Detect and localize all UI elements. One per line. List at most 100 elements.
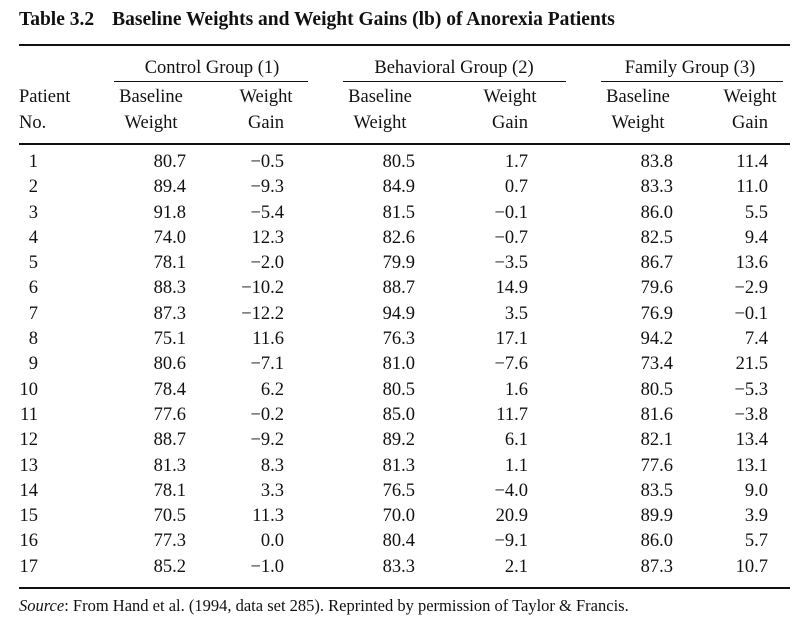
patient-number-cell: 13 — [19, 455, 39, 476]
patient-number-cell: 12 — [19, 430, 39, 451]
patient-number-cell: 3 — [28, 202, 38, 223]
patient-number-cell: 4 — [28, 227, 38, 248]
header-line2: Weight — [611, 113, 665, 133]
behavioral-gain-cell: 0.7 — [504, 177, 528, 198]
behavioral-gain-cell: 3.5 — [504, 303, 528, 324]
family-gain-cell: −0.1 — [734, 303, 768, 324]
group-header-family: Family Group (3) — [624, 58, 756, 78]
behavioral-gain-cell: 20.9 — [495, 506, 528, 527]
behavioral-baseline-header: Baseline Weight — [337, 84, 423, 136]
behavioral-baseline-cell: 82.6 — [382, 227, 415, 248]
family-baseline-cell: 87.3 — [640, 556, 673, 577]
family-gain-cell: 11.4 — [736, 152, 768, 172]
control-gain-cell: 0.0 — [260, 531, 284, 552]
patient-number-cell: 5 — [28, 253, 38, 274]
group-header-behavioral: Behavioral Group (2) — [374, 58, 534, 78]
control-baseline-cell: 80.6 — [153, 354, 186, 375]
behavioral-gain-header: Weight Gain — [472, 84, 548, 136]
control-baseline-cell: 88.3 — [153, 278, 186, 299]
patient-number-header: Patient No. — [19, 84, 70, 136]
behavioral-gain-cell: −3.5 — [494, 253, 528, 274]
patient-number-cell: 8 — [28, 329, 38, 350]
control-gain-cell: −9.3 — [250, 177, 284, 198]
family-gain-cell: −5.3 — [734, 379, 768, 400]
patient-number-cell: 14 — [19, 480, 39, 501]
header-line1: Weight — [483, 87, 537, 107]
control-gain-cell: 6.2 — [260, 379, 284, 400]
control-baseline-header: Baseline Weight — [108, 84, 194, 136]
family-gain-cell: 5.7 — [744, 531, 768, 552]
table-row: 17 85.2 −1.0 83.3 2.1 87.3 10.7 — [0, 556, 808, 581]
patient-number-cell: 17 — [19, 556, 39, 577]
table-body: 1 80.7 −0.5 80.5 1.7 83.8 11.4 2 89.4 −9.3 84.9 0.7… — [0, 151, 808, 581]
family-baseline-cell: 94.2 — [640, 329, 673, 350]
patient-number-cell: 9 — [28, 354, 38, 375]
control-baseline-cell: 81.3 — [153, 455, 186, 476]
family-baseline-cell: 83.5 — [640, 480, 673, 501]
control-gain-cell: −1.0 — [250, 556, 284, 577]
behavioral-gain-cell: 6.1 — [504, 430, 528, 451]
behavioral-baseline-cell: 89.2 — [382, 430, 415, 451]
source-note: Source: From Hand et al. (1994, data set… — [19, 596, 629, 616]
family-baseline-cell: 81.6 — [640, 404, 673, 425]
header-line2: Weight — [353, 113, 407, 133]
behavioral-baseline-cell: 76.3 — [382, 329, 415, 350]
control-gain-cell: 3.3 — [260, 480, 284, 501]
control-gain-cell: 8.3 — [260, 455, 284, 476]
patient-number-cell: 11 — [20, 404, 38, 425]
bottom-rule — [19, 587, 790, 589]
patient-number-cell: 1 — [28, 152, 38, 172]
control-gain-cell: −2.0 — [250, 253, 284, 274]
control-gain-cell: −12.2 — [241, 303, 284, 324]
table-title: Table 3.2 Baseline Weights and Weight Gai… — [19, 9, 615, 31]
family-baseline-cell: 82.5 — [640, 227, 673, 248]
family-gain-cell: 9.4 — [744, 227, 768, 248]
table-row: 14 78.1 3.3 76.5 −4.0 83.5 9.0 — [0, 480, 808, 505]
family-baseline-cell: 77.6 — [640, 455, 673, 476]
header-line2: Gain — [248, 113, 284, 133]
control-baseline-cell: 77.3 — [153, 531, 186, 552]
behavioral-gain-cell: 1.7 — [504, 152, 528, 172]
family-gain-cell: −3.8 — [734, 404, 768, 425]
control-baseline-cell: 75.1 — [153, 329, 186, 350]
patient-number-cell: 6 — [28, 278, 38, 299]
behavioral-baseline-cell: 70.0 — [382, 506, 415, 527]
behavioral-baseline-cell: 83.3 — [382, 556, 415, 577]
control-gain-cell: 12.3 — [251, 227, 284, 248]
table-row: 13 81.3 8.3 81.3 1.1 77.6 13.1 — [0, 455, 808, 480]
top-rule — [19, 44, 790, 46]
family-gain-cell: −2.9 — [734, 278, 768, 299]
table-row: 16 77.3 0.0 80.4 −9.1 86.0 5.7 — [0, 530, 808, 555]
family-baseline-cell: 76.9 — [640, 303, 673, 324]
family-gain-cell: 7.4 — [744, 329, 768, 350]
control-gain-cell: −9.2 — [250, 430, 284, 451]
family-gain-cell: 3.9 — [744, 506, 768, 527]
control-baseline-cell: 78.1 — [153, 253, 186, 274]
behavioral-baseline-cell: 88.7 — [382, 278, 415, 299]
table-row: 15 70.5 11.3 70.0 20.9 89.9 3.9 — [0, 505, 808, 530]
control-baseline-cell: 88.7 — [153, 430, 186, 451]
family-baseline-cell: 82.1 — [640, 430, 673, 451]
behavioral-gain-cell: 1.6 — [504, 379, 528, 400]
control-baseline-cell: 89.4 — [153, 177, 186, 198]
family-baseline-cell: 83.8 — [640, 152, 673, 172]
behavioral-gain-cell: 14.9 — [495, 278, 528, 299]
control-baseline-cell: 78.4 — [153, 379, 186, 400]
table-row: 7 87.3 −12.2 94.9 3.5 76.9 −0.1 — [0, 303, 808, 328]
patient-number-cell: 7 — [28, 303, 38, 324]
family-baseline-header: Baseline Weight — [595, 84, 681, 136]
family-baseline-cell: 83.3 — [640, 177, 673, 198]
control-baseline-cell: 78.1 — [153, 480, 186, 501]
family-gain-header: Weight Gain — [712, 84, 788, 136]
control-gain-cell: −7.1 — [250, 354, 284, 375]
table-row: 10 78.4 6.2 80.5 1.6 80.5 −5.3 — [0, 379, 808, 404]
group-header-control: Control Group (1) — [144, 58, 280, 78]
behavioral-gain-cell: −0.7 — [494, 227, 528, 248]
group-rule-control — [114, 81, 308, 83]
behavioral-baseline-cell: 80.5 — [382, 379, 415, 400]
behavioral-baseline-cell: 76.5 — [382, 480, 415, 501]
behavioral-baseline-cell: 94.9 — [382, 303, 415, 324]
behavioral-baseline-cell: 81.5 — [382, 202, 415, 223]
patient-number-cell: 10 — [19, 379, 39, 400]
